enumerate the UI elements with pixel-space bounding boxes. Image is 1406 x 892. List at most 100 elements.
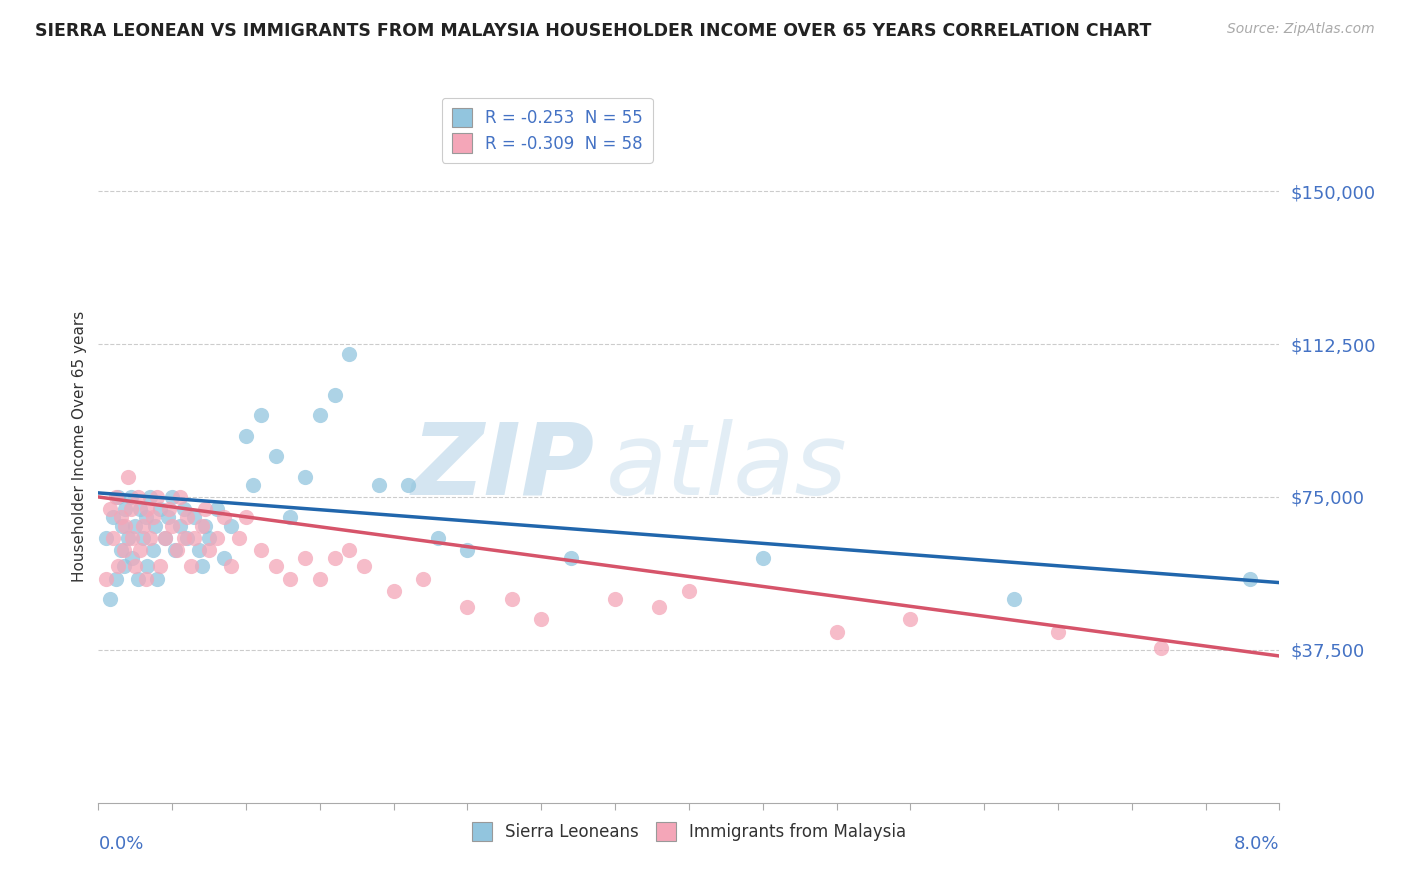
Point bbox=[205, 502, 228, 516]
Point bbox=[173, 531, 195, 545]
Point bbox=[1002, 591, 1025, 606]
Text: SIERRA LEONEAN VS IMMIGRANTS FROM MALAYSIA HOUSEHOLDER INCOME OVER 65 YEARS CORR: SIERRA LEONEAN VS IMMIGRANTS FROM MALAYS… bbox=[35, 22, 1152, 40]
Point bbox=[250, 543, 273, 558]
Point bbox=[900, 612, 922, 626]
Point bbox=[114, 502, 136, 516]
Point bbox=[94, 572, 117, 586]
Point bbox=[157, 502, 180, 516]
Text: 0.0%: 0.0% bbox=[98, 835, 143, 853]
Point bbox=[107, 490, 129, 504]
Point bbox=[136, 502, 159, 516]
Point bbox=[353, 559, 375, 574]
Point bbox=[309, 572, 332, 586]
Y-axis label: Householder Income Over 65 years: Householder Income Over 65 years bbox=[72, 310, 87, 582]
Point bbox=[124, 559, 146, 574]
Point bbox=[162, 490, 183, 504]
Legend: Sierra Leoneans, Immigrants from Malaysia: Sierra Leoneans, Immigrants from Malaysi… bbox=[465, 815, 912, 848]
Point bbox=[180, 559, 202, 574]
Point bbox=[117, 469, 139, 483]
Point bbox=[501, 591, 523, 606]
Point bbox=[169, 518, 191, 533]
Point bbox=[309, 409, 332, 423]
Point bbox=[98, 502, 121, 516]
Point bbox=[105, 572, 128, 586]
Point bbox=[605, 591, 627, 606]
Point bbox=[194, 502, 217, 516]
Point bbox=[169, 490, 191, 504]
Point bbox=[294, 469, 316, 483]
Point bbox=[1046, 624, 1070, 639]
Point bbox=[146, 572, 169, 586]
Point bbox=[124, 518, 146, 533]
Point bbox=[143, 518, 166, 533]
Point bbox=[194, 518, 217, 533]
Point bbox=[221, 518, 243, 533]
Point bbox=[235, 429, 257, 443]
Point bbox=[105, 490, 128, 504]
Point bbox=[242, 477, 264, 491]
Point bbox=[264, 559, 287, 574]
Point bbox=[530, 612, 553, 626]
Point bbox=[120, 490, 142, 504]
Point bbox=[323, 388, 346, 402]
Point bbox=[250, 409, 273, 423]
Point bbox=[135, 572, 157, 586]
Point bbox=[457, 543, 479, 558]
Point bbox=[198, 531, 221, 545]
Point bbox=[339, 543, 361, 558]
Point bbox=[1239, 572, 1261, 586]
Point bbox=[183, 510, 205, 524]
Point bbox=[135, 510, 157, 524]
Point bbox=[176, 531, 198, 545]
Point bbox=[382, 583, 405, 598]
Point bbox=[398, 477, 420, 491]
Point bbox=[128, 543, 150, 558]
Point bbox=[221, 559, 243, 574]
Point bbox=[183, 531, 205, 545]
Point bbox=[114, 518, 136, 533]
Point bbox=[368, 477, 391, 491]
Point bbox=[176, 510, 198, 524]
Point bbox=[110, 543, 132, 558]
Point bbox=[191, 518, 214, 533]
Text: ZIP: ZIP bbox=[412, 419, 595, 516]
Point bbox=[110, 510, 132, 524]
Point bbox=[457, 600, 479, 615]
Point bbox=[825, 624, 848, 639]
Point bbox=[132, 518, 155, 533]
Point bbox=[103, 510, 125, 524]
Point bbox=[280, 572, 302, 586]
Point bbox=[280, 510, 302, 524]
Point bbox=[136, 559, 159, 574]
Point bbox=[128, 502, 150, 516]
Point bbox=[98, 591, 121, 606]
Point bbox=[162, 518, 183, 533]
Text: atlas: atlas bbox=[606, 419, 848, 516]
Point bbox=[1150, 640, 1173, 655]
Point bbox=[678, 583, 700, 598]
Point bbox=[165, 543, 187, 558]
Point bbox=[149, 502, 172, 516]
Point bbox=[111, 518, 134, 533]
Point bbox=[191, 559, 214, 574]
Point bbox=[121, 551, 143, 566]
Point bbox=[166, 543, 188, 558]
Point bbox=[323, 551, 346, 566]
Point bbox=[117, 531, 139, 545]
Point bbox=[156, 510, 179, 524]
Point bbox=[560, 551, 582, 566]
Point bbox=[142, 510, 165, 524]
Point bbox=[112, 559, 135, 574]
Point bbox=[127, 572, 149, 586]
Point bbox=[146, 490, 169, 504]
Point bbox=[112, 543, 135, 558]
Point bbox=[235, 510, 257, 524]
Point bbox=[187, 543, 209, 558]
Point bbox=[132, 531, 155, 545]
Point bbox=[228, 531, 250, 545]
Point bbox=[205, 531, 228, 545]
Point bbox=[648, 600, 671, 615]
Point bbox=[264, 449, 287, 463]
Point bbox=[94, 531, 117, 545]
Point bbox=[294, 551, 316, 566]
